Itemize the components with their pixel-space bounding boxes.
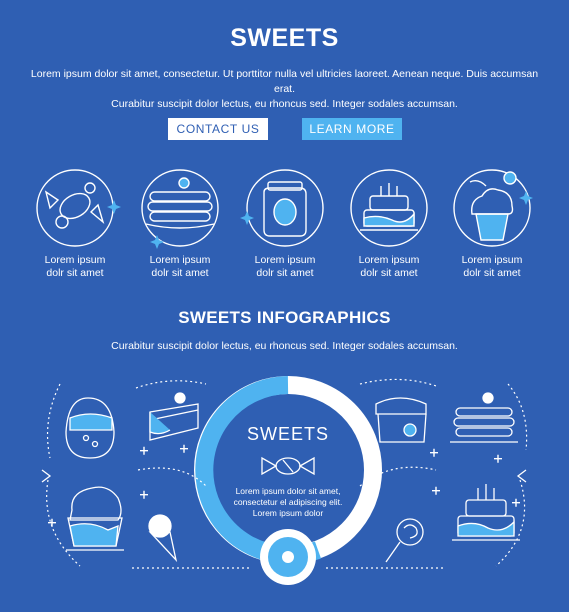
egg-icon [65, 397, 115, 459]
jar-top-icon [375, 397, 427, 443]
ring-center-title: SWEETS [246, 424, 329, 444]
category-label-line: Lorem ipsum [461, 254, 523, 266]
category-label-line: Lorem ipsum [149, 254, 211, 266]
category-label-cake: Lorem ipsum dolr sit amet [339, 254, 439, 280]
contact-us-button[interactable]: CONTACT US [168, 118, 268, 140]
category-label-line: Lorem ipsum [358, 254, 420, 266]
sparkles [48, 444, 520, 527]
donut-icon [260, 529, 316, 585]
category-label-cupcake: Lorem ipsum dolr sit amet [442, 254, 542, 280]
candy-icon [36, 169, 121, 247]
category-label-jam: Lorem ipsum dolr sit amet [235, 254, 335, 280]
center-candy-icon [261, 456, 315, 476]
category-label-line: Lorem ipsum [44, 254, 106, 266]
cake-slice-icon [149, 392, 199, 441]
intro-line-1: Lorem ipsum dolor sit amet, consectetur.… [30, 68, 539, 95]
infographics-title: SWEETS INFOGRAPHICS [178, 308, 391, 327]
intro-line-2: Curabitur suscipit dolor lectus, eu rhon… [111, 98, 458, 110]
pancake-stack-icon [450, 392, 518, 443]
learn-more-button[interactable]: LEARN MORE [302, 118, 402, 140]
ring-center-description: Lorem ipsum dolor sit amet, consectetur … [222, 486, 354, 519]
ring-desc-line: consectetur el adipiscing elit. [233, 497, 343, 507]
chevrons [41, 469, 527, 483]
jam-jar-icon [240, 169, 324, 247]
pancakes-icon [141, 169, 219, 249]
ring-desc-line: Lorem ipsum dolor [252, 508, 324, 518]
page-title: SWEETS [230, 24, 339, 52]
category-label-line: dolr sit amet [46, 267, 104, 279]
infographics-subtitle: Curabitur suscipit dolor lectus, eu rhon… [111, 340, 458, 352]
category-label-line: dolr sit amet [151, 267, 209, 279]
dotted-connectors [46, 378, 528, 569]
ring-desc-line: Lorem ipsum dolor sit amet, [235, 486, 341, 496]
birthday-cake-icon [452, 484, 520, 541]
category-label-line: dolr sit amet [360, 267, 418, 279]
category-label-pancakes: Lorem ipsum dolr sit amet [130, 254, 230, 280]
cake-icon [350, 169, 428, 247]
category-label-candy: Lorem ipsum dolr sit amet [25, 254, 125, 280]
lollipop-icon [385, 518, 424, 563]
cupcake-icon [453, 169, 533, 247]
category-label-line: Lorem ipsum [254, 254, 316, 266]
category-label-line: dolr sit amet [463, 267, 521, 279]
intro-text: Lorem ipsum dolor sit amet, consectetur.… [20, 67, 549, 112]
ice-cream-icon [148, 514, 178, 563]
cream-cupcake-icon [66, 486, 124, 551]
category-label-line: dolr sit amet [256, 267, 314, 279]
